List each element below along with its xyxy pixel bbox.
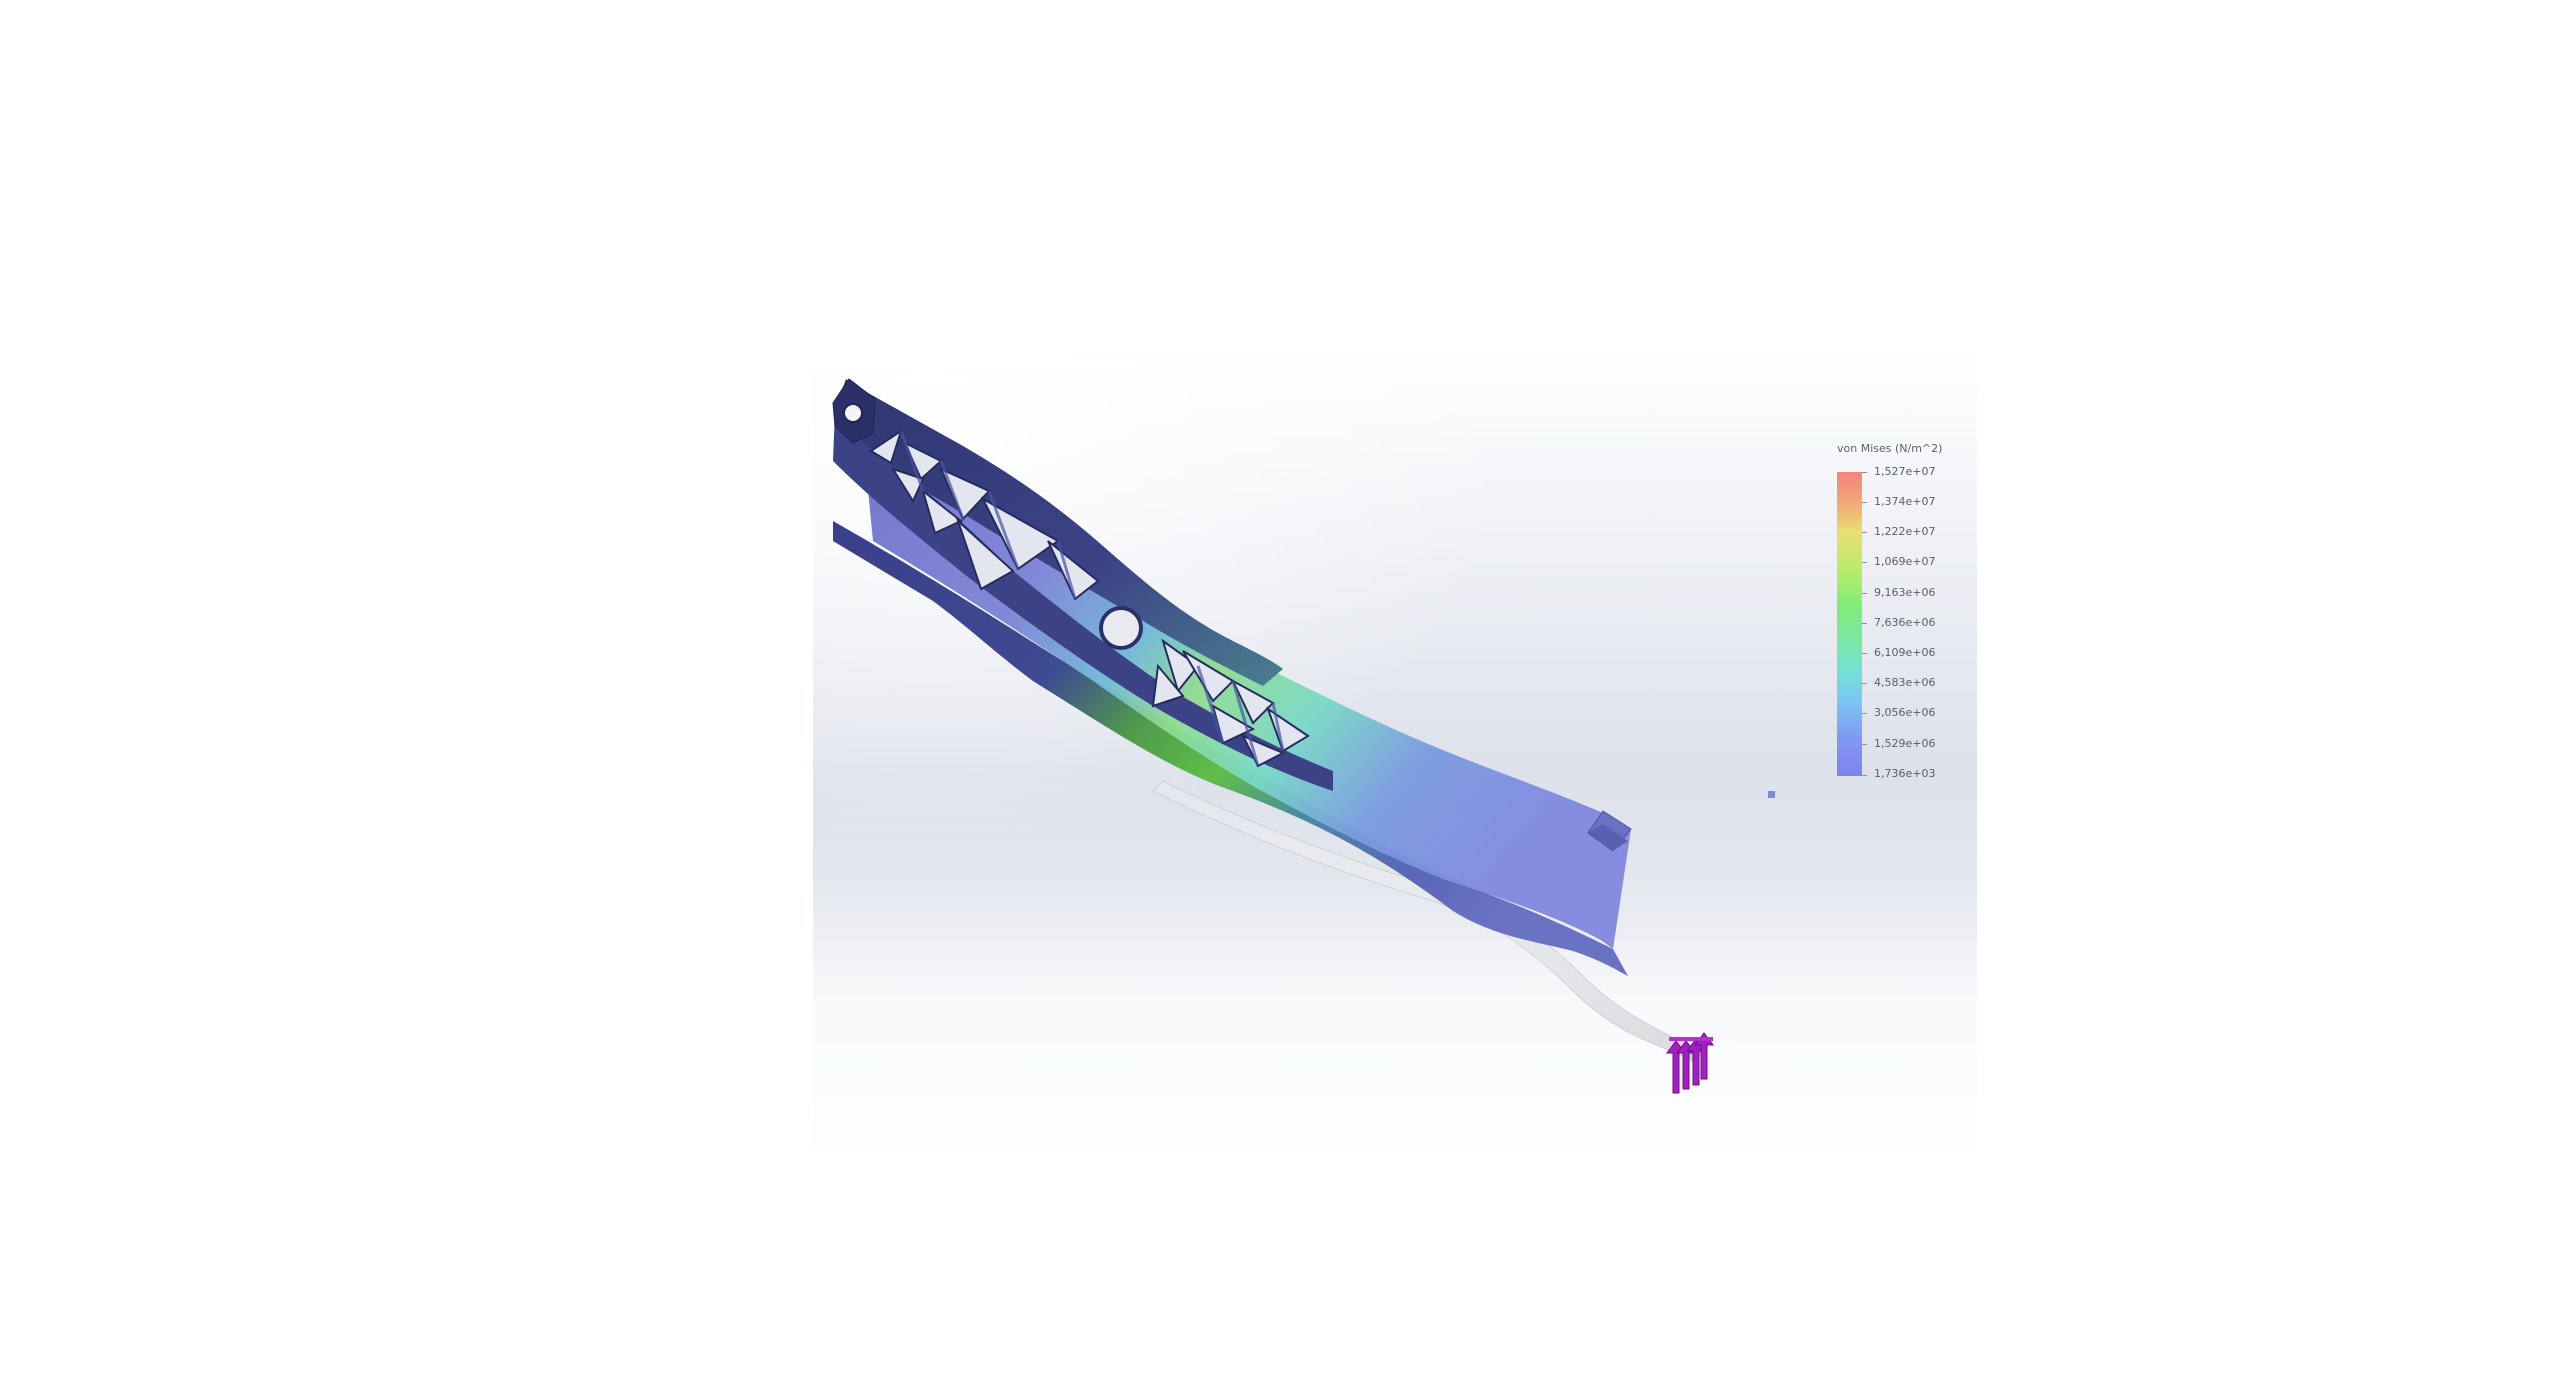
legend-label: 1,529e+06 xyxy=(1874,737,1936,750)
legend-title: von Mises (N/m^2) xyxy=(1837,442,1943,455)
legend-tick xyxy=(1862,562,1867,563)
lug-hole xyxy=(843,403,863,423)
stress-legend[interactable]: von Mises (N/m^2) 1,527e+07 1,374e+07 1,… xyxy=(1837,442,1957,782)
lower-flange xyxy=(833,521,1628,976)
legend-tick xyxy=(1862,472,1867,473)
legend-tick xyxy=(1862,744,1867,745)
legend-label: 1,222e+07 xyxy=(1874,525,1936,538)
legend-label: 3,056e+06 xyxy=(1874,706,1936,719)
center-hole xyxy=(1099,606,1143,650)
stress-plot-model[interactable] xyxy=(813,351,1977,1161)
legend-tick xyxy=(1862,623,1867,624)
legend-tick xyxy=(1862,683,1867,684)
legend-tick xyxy=(1862,532,1867,533)
force-arrow-icon[interactable] xyxy=(1666,1032,1714,1094)
legend-tick xyxy=(1862,713,1867,714)
legend-label: 9,163e+06 xyxy=(1874,586,1936,599)
legend-label: 1,069e+07 xyxy=(1874,555,1936,568)
truss-openings xyxy=(869,428,1310,768)
legend-tick xyxy=(1862,775,1867,776)
legend-label: 4,583e+06 xyxy=(1874,676,1936,689)
truss-webs xyxy=(899,430,1285,767)
legend-tick xyxy=(1862,593,1867,594)
legend-label: 1,374e+07 xyxy=(1874,495,1936,508)
legend-color-bar xyxy=(1837,472,1862,776)
legend-label: 7,636e+06 xyxy=(1874,616,1936,629)
graphics-viewport[interactable]: von Mises (N/m^2) 1,527e+07 1,374e+07 1,… xyxy=(813,351,1977,1161)
legend-tick xyxy=(1862,502,1867,503)
legend-label-min: 1,736e+03 xyxy=(1874,767,1936,780)
probe-marker-icon[interactable] xyxy=(1768,791,1775,798)
free-end-edge xyxy=(1588,824,1628,851)
legend-tick xyxy=(1862,653,1867,654)
legend-label-max: 1,527e+07 xyxy=(1874,465,1936,478)
arm-body xyxy=(835,379,1283,686)
legend-label: 6,109e+06 xyxy=(1874,646,1936,659)
